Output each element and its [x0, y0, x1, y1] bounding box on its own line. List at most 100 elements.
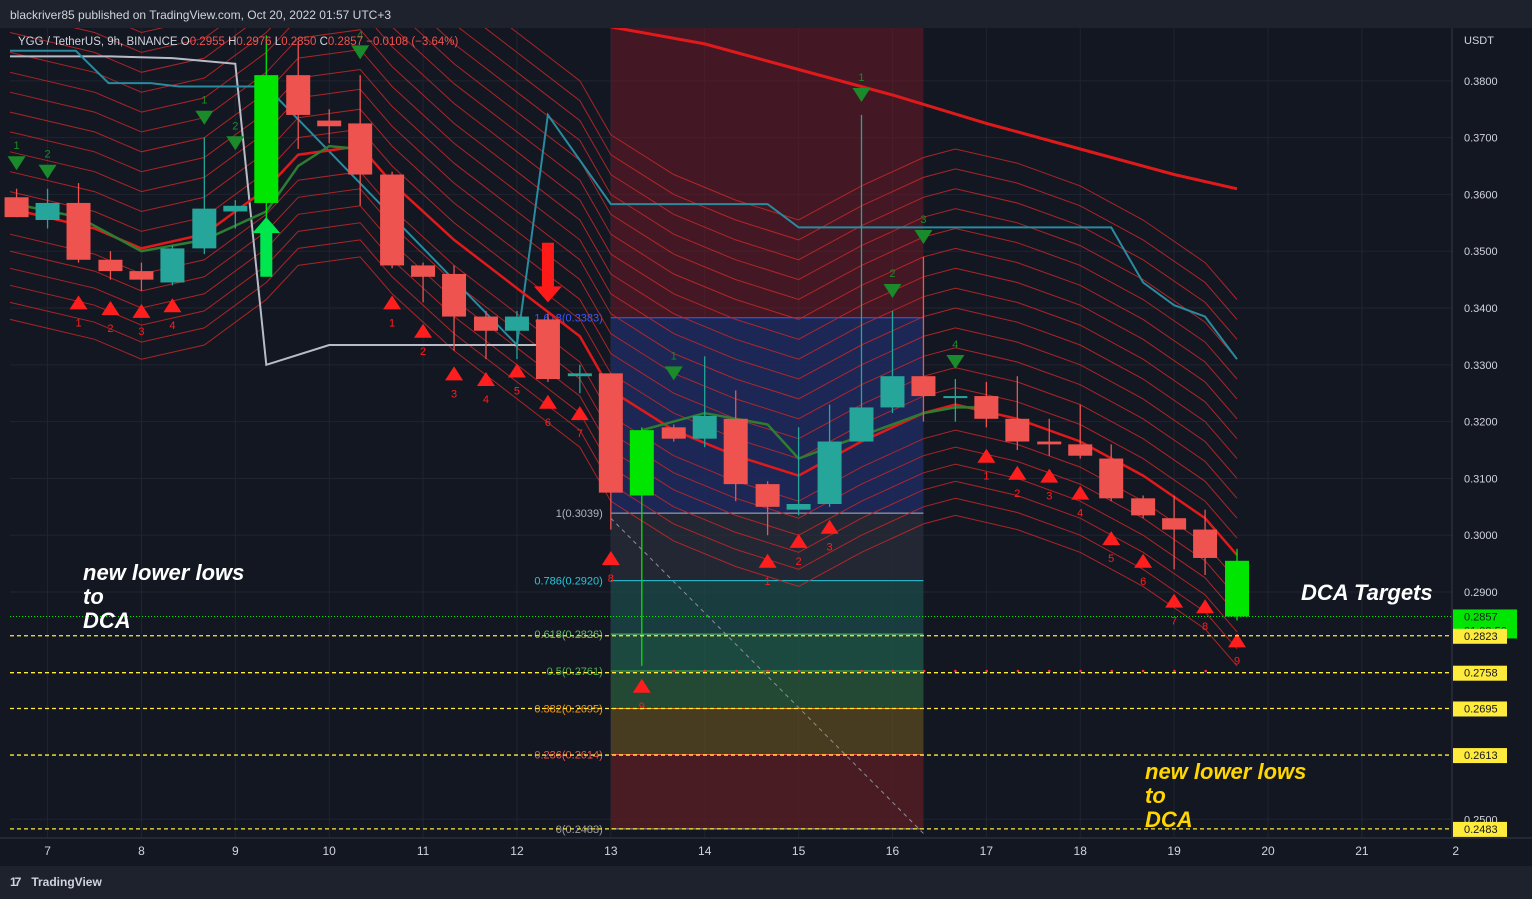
sell-signal-label: 1 [858, 72, 864, 84]
ma-ribbon-line [9, 28, 1238, 400]
buy-signal-marker [1165, 593, 1184, 608]
annotation-bottom-right-line: new lower lows [1145, 759, 1306, 784]
candle-body [98, 259, 123, 272]
buy-signal-marker [476, 372, 495, 387]
dca-target-badge [1453, 748, 1507, 764]
sell-signal-label: 2 [44, 149, 50, 161]
buy-signal-label: 7 [577, 428, 583, 440]
x-axis-tick: 14 [698, 844, 712, 858]
buy-signal-marker [132, 303, 151, 318]
current-price-text: 0.2857 [1464, 611, 1498, 623]
ma-ribbon-line [9, 28, 1238, 380]
annotation-left-line: to [83, 584, 104, 609]
sell-signal-label: 2 [232, 120, 238, 132]
dca-target-text: 0.2758 [1464, 668, 1498, 680]
dotted-marker [797, 669, 801, 673]
tradingview-logo[interactable]: 17 TradingView [10, 875, 102, 889]
buy-signal-marker [445, 366, 464, 381]
dotted-marker [1110, 669, 1114, 673]
buy-signal-marker [383, 295, 402, 310]
sell-signal-label: 3 [920, 214, 926, 226]
annotation-left-line: DCA [83, 608, 131, 633]
annotation-left-line: new lower lows [83, 560, 244, 585]
x-axis-tick: 16 [886, 844, 900, 858]
annotation-bottom-right-line: DCA [1145, 807, 1193, 832]
legend-close: 0.2857 [328, 36, 366, 48]
candle-body [1131, 498, 1156, 516]
fib-zone [610, 634, 924, 672]
dotted-marker [891, 669, 895, 673]
fib-level-label: 0.786(0.2920) [534, 576, 603, 588]
y-axis-tick: 0.3400 [1464, 303, 1498, 315]
buy-signal-marker [820, 519, 839, 534]
buy-signal-marker [1134, 553, 1153, 568]
dca-target-text: 0.2613 [1464, 750, 1498, 762]
dca-target-text: 0.2823 [1464, 631, 1498, 643]
x-axis-tick: 20 [1261, 844, 1275, 858]
y-axis-panel [1452, 28, 1532, 866]
buy-signal-label: 1 [765, 576, 771, 588]
buy-signal-marker [1228, 633, 1247, 648]
y-axis-tick: 0.3500 [1464, 246, 1498, 258]
buy-signal-marker [632, 678, 651, 693]
dca-target-badge [1453, 665, 1507, 681]
buy-signal-marker [570, 406, 589, 421]
sell-signal-marker [914, 230, 933, 245]
sell-signal-label: 1 [201, 95, 207, 107]
buy-signal-marker [1196, 599, 1215, 614]
candle-body [1225, 560, 1250, 617]
ma-ribbon-line [9, 28, 1238, 420]
candle-body [1193, 529, 1218, 558]
sell-signal-marker [38, 164, 57, 179]
buy-signal-label: 5 [1108, 553, 1114, 565]
buy-signal-marker [1040, 468, 1059, 483]
buy-signal-marker [507, 363, 526, 378]
candle-body [723, 418, 748, 485]
ma-ribbon-line [9, 68, 1238, 479]
buy-signal-label: 3 [451, 388, 457, 400]
price-chart[interactable]: 1.618(0.3383)1(0.3039)0.786(0.2920)0.618… [0, 28, 1532, 866]
buy-signal-label: 6 [1140, 576, 1146, 588]
y-axis-tick: 0.3300 [1464, 360, 1498, 372]
legend-high: 0.2976 [236, 36, 274, 48]
sell-signal-marker [852, 88, 871, 103]
tradingview-logo-mark: 17 [10, 875, 21, 889]
buy-signal-label: 4 [483, 394, 489, 406]
x-axis-tick: 12 [510, 844, 524, 858]
candle-body [442, 273, 467, 317]
legend-c-label: C [320, 36, 328, 48]
fib-zone-top [610, 28, 924, 318]
buy-signal-label: 8 [1202, 621, 1208, 633]
annotation-dca-targets: DCA Targets [1301, 580, 1433, 605]
y-axis-tick: 0.3700 [1464, 133, 1498, 145]
buy-signal-label: 2 [107, 323, 113, 335]
dotted-marker [828, 669, 832, 673]
candle-body [692, 415, 717, 439]
y-axis-tick: 0.3200 [1464, 417, 1498, 429]
buy-signal-marker [1008, 465, 1027, 480]
buy-signal-label: 1 [983, 471, 989, 483]
candle-body [755, 484, 780, 507]
dotted-marker [1016, 669, 1020, 673]
slow-ma-line [610, 28, 1238, 191]
buy-signal-marker [163, 298, 182, 313]
legend-open: 0.2955 [190, 36, 228, 48]
projection-line [610, 517, 924, 834]
dca-target-text: 0.2695 [1464, 703, 1498, 715]
cyan-stop-line [10, 49, 1238, 360]
sell-signal-label: 2 [889, 268, 895, 280]
publisher-bar: blackriver85 published on TradingView.co… [0, 0, 1532, 28]
candle-body [1068, 444, 1093, 456]
candle-body [661, 427, 686, 439]
buy-signal-label: 5 [514, 386, 520, 398]
buy-signal-marker [601, 550, 620, 565]
x-axis-tick: 19 [1167, 844, 1181, 858]
y-axis-tick: 0.3000 [1464, 530, 1498, 542]
sell-signal-marker [226, 136, 245, 151]
buy-signal-label: 2 [796, 556, 802, 568]
footer-bar: 17 TradingView [0, 866, 1532, 899]
buy-signal-label: 2 [1014, 488, 1020, 500]
candle-body [129, 271, 154, 280]
y-axis-tick: 0.3100 [1464, 473, 1498, 485]
buy-signal-label: 3 [827, 542, 833, 554]
